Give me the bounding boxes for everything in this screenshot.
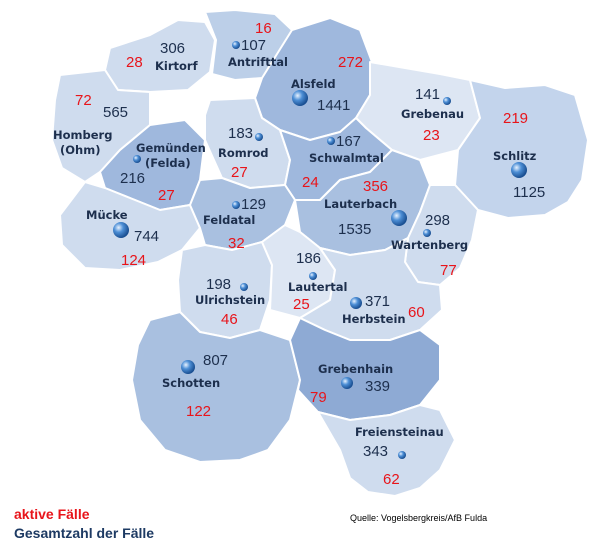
town-marker-lautertal xyxy=(309,272,317,280)
name-gemuenden: Gemünden xyxy=(136,141,206,155)
town-marker-herbstein xyxy=(350,297,362,309)
legend-total-cases: Gesamtzahl der Fälle xyxy=(14,525,155,541)
name-freiensteinau: Freiensteinau xyxy=(355,425,444,439)
active-gemuenden: 27 xyxy=(158,187,175,204)
name-kirtorf: Kirtorf xyxy=(155,59,199,73)
active-freiensteinau: 62 xyxy=(383,471,400,488)
name-schotten: Schotten xyxy=(162,376,220,390)
town-marker-alsfeld xyxy=(292,90,308,106)
source-note: Quelle: Vogelsbergkreis/AfB Fulda xyxy=(350,513,488,523)
active-schotten: 122 xyxy=(186,403,211,420)
total-schwalmtal: 167 xyxy=(336,133,361,150)
town-markers xyxy=(113,41,527,459)
region-feldatal xyxy=(189,177,296,251)
total-kirtorf: 306 xyxy=(160,40,185,57)
total-lauterbach: 1535 xyxy=(338,221,371,238)
total-grebenau: 141 xyxy=(415,86,440,103)
town-marker-freiensteinau xyxy=(398,451,406,459)
name-homberg-2: (Ohm) xyxy=(60,143,100,157)
total-alsfeld: 1441 xyxy=(317,97,350,114)
name-ulrichstein: Ulrichstein xyxy=(195,293,265,307)
labels: 306 Kirtorf 28 16 107 Antrifttal 272 Als… xyxy=(53,20,545,488)
region-schlitz xyxy=(454,79,589,219)
town-marker-gemuenden xyxy=(133,155,141,163)
map-regions xyxy=(51,9,589,497)
active-alsfeld: 272 xyxy=(338,54,363,71)
total-feldatal: 129 xyxy=(241,196,266,213)
town-marker-lauterbach xyxy=(391,210,407,226)
town-marker-romrod xyxy=(255,133,263,141)
total-homberg: 565 xyxy=(103,104,128,121)
town-marker-schotten xyxy=(181,360,195,374)
active-feldatal: 32 xyxy=(228,235,245,252)
name-grebenau: Grebenau xyxy=(401,107,464,121)
total-lautertal: 186 xyxy=(296,250,321,267)
active-grebenhain: 79 xyxy=(310,389,327,406)
name-romrod: Romrod xyxy=(218,146,269,160)
total-herbstein: 371 xyxy=(365,293,390,310)
region-herbstein xyxy=(299,237,443,341)
legend-active-cases: aktive Fälle xyxy=(14,506,90,522)
name-muecke: Mücke xyxy=(86,208,128,222)
active-lauterbach: 356 xyxy=(363,178,388,195)
town-marker-schlitz xyxy=(511,162,527,178)
total-schotten: 807 xyxy=(203,352,228,369)
total-wartenberg: 298 xyxy=(425,212,450,229)
town-marker-wartenberg xyxy=(423,229,431,237)
name-lauterbach: Lauterbach xyxy=(324,197,397,211)
town-marker-schwalmtal xyxy=(327,137,335,145)
town-marker-ulrichstein xyxy=(240,283,248,291)
town-marker-muecke xyxy=(113,222,129,238)
town-marker-feldatal xyxy=(232,201,240,209)
active-schlitz: 219 xyxy=(503,110,528,127)
name-lautertal: Lautertal xyxy=(288,280,347,294)
total-romrod: 183 xyxy=(228,125,253,142)
town-marker-grebenhain xyxy=(341,377,353,389)
active-romrod: 27 xyxy=(231,164,248,181)
active-lautertal: 25 xyxy=(293,296,310,313)
name-alsfeld: Alsfeld xyxy=(291,77,336,91)
name-antrifttal: Antrifttal xyxy=(228,55,288,69)
total-gemuenden: 216 xyxy=(120,170,145,187)
town-marker-kirtorf xyxy=(232,41,240,49)
total-antrifttal: 107 xyxy=(241,37,266,54)
region-schotten xyxy=(131,311,301,463)
total-freiensteinau: 343 xyxy=(363,443,388,460)
total-muecke: 744 xyxy=(134,228,159,245)
town-marker-grebenau xyxy=(443,97,451,105)
name-schlitz: Schlitz xyxy=(493,149,537,163)
region-ulrichstein xyxy=(177,241,273,339)
total-ulrichstein: 198 xyxy=(206,276,231,293)
active-kirtorf: 28 xyxy=(126,54,143,71)
region-freiensteinau xyxy=(317,404,456,497)
total-grebenhain: 339 xyxy=(365,378,390,395)
total-schlitz: 1125 xyxy=(513,184,545,201)
active-herbstein: 60 xyxy=(408,304,425,321)
name-homberg: Homberg xyxy=(53,128,112,142)
region-grebenhain xyxy=(289,317,441,421)
active-muecke: 124 xyxy=(121,252,146,269)
name-wartenberg: Wartenberg xyxy=(391,238,468,252)
active-ulrichstein: 46 xyxy=(221,311,238,328)
name-herbstein: Herbstein xyxy=(342,312,406,326)
active-antrifttal: 16 xyxy=(255,20,272,37)
active-wartenberg: 77 xyxy=(440,262,457,279)
name-grebenhain: Grebenhain xyxy=(318,362,393,376)
name-feldatal: Feldatal xyxy=(203,213,255,227)
active-homberg: 72 xyxy=(75,92,92,109)
name-schwalmtal: Schwalmtal xyxy=(309,151,384,165)
active-grebenau: 23 xyxy=(423,127,440,144)
active-schwalmtal: 24 xyxy=(302,174,319,191)
name-gemuenden-2: (Felda) xyxy=(145,156,191,170)
region-grebenau xyxy=(355,61,481,161)
